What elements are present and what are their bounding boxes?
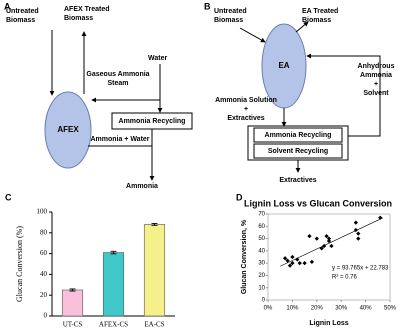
y-tick-label: 50 (258, 236, 265, 242)
annotation: y = 93.765x + 22.783 (332, 266, 389, 272)
diagram-label: AFEX Treated (64, 6, 110, 13)
y-tick-label: 80 (40, 228, 48, 236)
trendline (280, 217, 383, 267)
point (282, 256, 288, 261)
x-tick-label: 20% (311, 306, 324, 312)
point (297, 261, 302, 266)
diagram-label: Ammonia Solution (215, 97, 277, 104)
diagram-label: EA Treated (302, 8, 338, 15)
point (287, 263, 293, 268)
y-tick-label: 30 (258, 261, 265, 267)
diagram-a-shapes (44, 30, 193, 181)
point (326, 238, 332, 244)
point (314, 236, 319, 241)
point (378, 215, 383, 220)
diagram-label: AFEX (57, 125, 79, 134)
panel-letter: C (5, 192, 12, 202)
x-tick-label: 30% (335, 306, 348, 312)
y-tick-label: 20 (258, 273, 265, 279)
bar (102, 252, 125, 317)
point (321, 243, 327, 249)
point (324, 233, 329, 239)
point (290, 261, 295, 266)
point (356, 236, 361, 241)
annotation: R² = 0.76 (332, 275, 358, 281)
diagram-label: + (374, 81, 378, 88)
point (290, 254, 295, 260)
point (329, 243, 334, 249)
y-tick-label: 0 (44, 312, 48, 320)
bar (143, 224, 166, 317)
bar (61, 289, 84, 317)
diagram-label: Solvent Recycling (268, 148, 328, 155)
point (356, 231, 361, 236)
x-tick-label: EA-CS (144, 321, 164, 329)
point (309, 259, 315, 265)
y-tick-label: 40 (258, 248, 265, 254)
y-tick-label: 10 (258, 285, 265, 291)
diagram-label: Biomass (6, 17, 35, 24)
diagram-label: EA (278, 61, 289, 70)
diagram-label: Ammonia Recycling (265, 132, 332, 139)
diagram-label: Biomass (302, 17, 331, 24)
diagram-label: Solvent (363, 90, 389, 97)
y-tick-label: 20 (40, 291, 48, 299)
diagram-label: Ammonia (126, 183, 158, 190)
diagram-label: Steam (107, 80, 128, 87)
y-tick-label: 0 (262, 298, 266, 304)
y-axis-label: Glucan Conversion, % (241, 219, 248, 294)
panel-letter: B (204, 1, 211, 11)
y-tick-label: 100 (37, 208, 48, 216)
diagram-label: Anhydrous (358, 63, 395, 70)
y-tick-label: 60 (40, 249, 48, 257)
x-tick-label: 10% (286, 306, 299, 312)
y-tick-label: 70 (258, 212, 265, 218)
x-tick-label: AFEX-CS (99, 321, 128, 329)
y-tick-label: 60 (258, 224, 265, 230)
point (353, 220, 358, 225)
x-tick-label: 40% (360, 306, 373, 312)
diagram-label: Ammonia (360, 72, 392, 79)
point (295, 257, 300, 262)
diagram-label: Untreated (214, 8, 247, 15)
y-axis-label: Glucan Conversion (%) (15, 226, 24, 302)
point (302, 261, 307, 266)
x-tick-label: UT-CS (63, 321, 83, 329)
error-bar (69, 288, 76, 292)
diagram-label: Water (148, 55, 167, 62)
panel-letter: A (4, 1, 11, 11)
diagram-label: Gaseous Ammonia (86, 71, 149, 78)
diagram-label: Biomass (214, 17, 243, 24)
chart-title: Lignin Loss vs Glucan Conversion (244, 198, 392, 208)
plot-frame (267, 213, 391, 301)
panel-letter: D (236, 192, 243, 202)
error-bar (110, 250, 117, 255)
point (285, 258, 290, 263)
y-tick-label: 40 (40, 270, 48, 278)
diagram-label: Extractives (279, 177, 316, 184)
diagram-label: + (244, 106, 248, 113)
diagram-label: Biomass (64, 15, 93, 22)
diagram-label: Ammonia + Water (90, 136, 149, 143)
diagram-label: Untreated (6, 8, 39, 15)
x-tick-label: 50% (384, 306, 397, 312)
point (353, 227, 358, 233)
x-axis-label: Lignin Loss (309, 320, 348, 327)
x-tick-label: 0% (264, 306, 273, 312)
point (319, 246, 324, 251)
diagram-label: Ammonia Recycling (119, 118, 186, 125)
point (326, 236, 332, 241)
diagram-label: Extractives (227, 115, 264, 122)
diagram-b-shapes (239, 21, 381, 173)
point (307, 233, 312, 239)
error-bar (151, 223, 158, 226)
